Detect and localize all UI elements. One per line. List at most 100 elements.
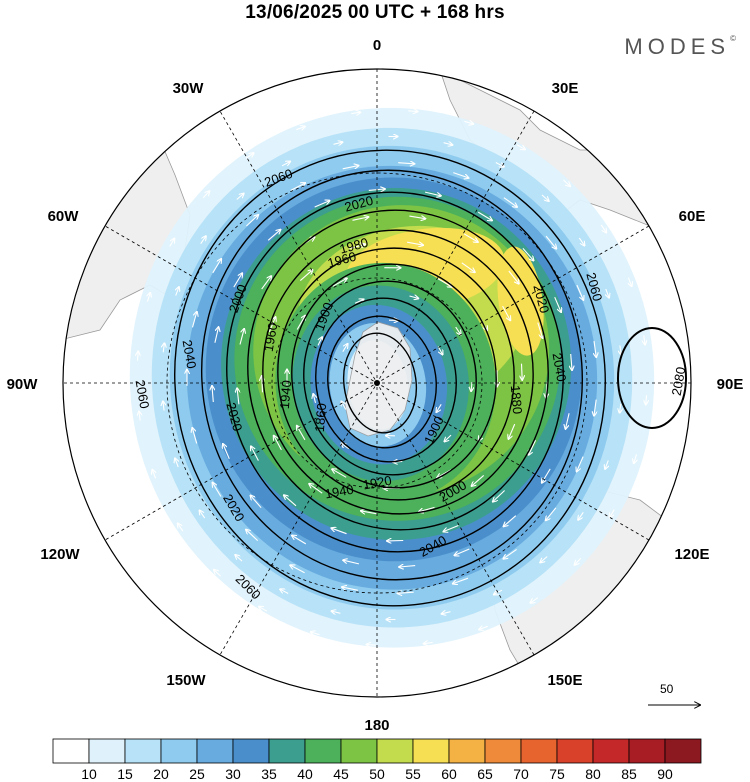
map-border [62, 68, 692, 698]
wind-vector-arrow [529, 440, 537, 454]
contour-label: 2020 [530, 283, 552, 315]
contour-1900 [315, 297, 457, 463]
colorbar-swatch [376, 738, 414, 764]
wind-vector-arrow [251, 496, 262, 509]
wind-vector-arrow [290, 565, 305, 574]
wind-vector-arrow [537, 322, 543, 338]
wind-vector-arrow [409, 216, 425, 219]
wind-vector-arrow [235, 555, 243, 562]
colorbar: 10 15 20 25 30 35 40 45 50 55 60 65 70 75 80 85 90 [52, 738, 702, 782]
lon-label-120w: 120W [40, 546, 80, 563]
contour-label: 1920 [362, 473, 393, 493]
contour-1940 [291, 263, 497, 489]
wind-vector-arrow [233, 273, 242, 288]
wind-vector-arrow [541, 194, 549, 201]
wind-vector-arrow [343, 560, 360, 565]
wind-vector-arrow [281, 162, 290, 167]
wind-vector-arrow [606, 288, 609, 297]
wind-vector-arrow [399, 566, 416, 567]
wind-vector-arrow [246, 215, 258, 227]
colorbar-swatch [52, 738, 90, 764]
contour-label: 2060 [583, 271, 605, 303]
map-title: 13/06/2025 00 UTC + 168 hrs [245, 2, 505, 23]
wind-vector-arrow [600, 224, 606, 233]
contour-1860 [342, 332, 418, 434]
wind-vector-arrow [493, 490, 505, 502]
contour-label: 1880 [508, 385, 525, 415]
colorbar-tick-label: 15 [117, 766, 133, 782]
contour-2060-outer [174, 149, 606, 607]
wind-vector-arrow [442, 612, 451, 614]
colorbar-swatch [268, 738, 306, 764]
wind-vector-arrow [361, 511, 377, 514]
wind-vector-arrow [284, 495, 297, 507]
wind-vector-arrow [461, 262, 475, 272]
wind-vector-arrow [296, 316, 305, 330]
wind-vector-arrow [578, 237, 584, 246]
wind-vector-arrow [200, 236, 206, 245]
wind-vector-arrow [163, 343, 164, 353]
wind-vector-arrow [419, 506, 435, 511]
wind-vector-arrow [332, 611, 341, 613]
colorbar-swatch [196, 738, 234, 764]
wind-vector-arrow [212, 259, 221, 274]
wind-vector-arrow [516, 144, 525, 150]
wind-vector-arrow [342, 166, 359, 170]
lon-label-90w: 90W [7, 376, 39, 393]
wind-vector-arrow [522, 363, 523, 380]
wind-vector-arrow [455, 326, 461, 335]
wind-vector-arrow [332, 469, 347, 478]
wind-vector-arrow [471, 382, 472, 391]
wind-vector-arrow [245, 153, 253, 159]
map-disc [63, 69, 691, 697]
wind-vector-arrow [542, 468, 551, 483]
wind-vector-arrow [274, 436, 282, 451]
contour-2080-high [617, 327, 687, 429]
wind-vector-arrow [290, 183, 305, 191]
wind-vector-arrow [191, 312, 197, 328]
contour-1960 [277, 247, 515, 501]
wind-vector-arrow [202, 191, 209, 199]
colorbar-swatch [592, 738, 630, 764]
wind-vector-arrow [479, 626, 488, 629]
contour-1980 [262, 229, 534, 515]
wind-vector-arrow [139, 412, 140, 421]
wind-vector-arrow [576, 284, 583, 300]
latitude-circle-1 [271, 277, 483, 489]
lon-label-60e: 60E [679, 208, 706, 225]
wind-vector-arrow [495, 162, 504, 167]
wind-vector-arrow [398, 592, 414, 593]
wind-vector-arrow [280, 589, 289, 594]
contour-label: 1940 [277, 380, 294, 410]
wind-vector-arrow [563, 179, 570, 186]
lon-label-60w: 60W [48, 208, 80, 225]
wind-vector-arrow [367, 645, 376, 646]
wind-vector-arrow [424, 642, 433, 643]
colorbar-tick-label: 55 [405, 766, 421, 782]
contour-label: 1980 [338, 235, 370, 257]
colorbar-swatch [340, 738, 378, 764]
wind-vector-arrow [508, 270, 519, 284]
colorbar-tick-label: 75 [549, 766, 565, 782]
lon-label-150w: 150W [166, 672, 206, 689]
colorbar-swatch [88, 738, 126, 764]
wind-vector-arrow [223, 444, 230, 460]
colorbar-swatch [412, 738, 450, 764]
pole-dot [374, 380, 380, 386]
wind-vector-arrow [444, 524, 459, 532]
wind-vector-arrow [332, 278, 347, 287]
wind-vector-arrow [504, 515, 517, 527]
wind-vector-arrow [237, 388, 239, 405]
wind-vector-arrow [309, 484, 323, 494]
wind-vector-arrow [610, 509, 615, 518]
contour-label: 2040 [550, 352, 570, 383]
wind-vector-arrow [314, 201, 330, 208]
lon-label-30e: 30E [552, 80, 579, 97]
wind-vector-arrow [152, 470, 155, 479]
lon-label-120e: 120E [674, 546, 709, 563]
wind-vector-arrow [646, 395, 647, 404]
colorbar-swatch [556, 738, 594, 764]
wind-vector-arrow [398, 163, 414, 164]
colorbar-tick-label: 25 [189, 766, 205, 782]
brand-text: MODES [624, 34, 731, 59]
